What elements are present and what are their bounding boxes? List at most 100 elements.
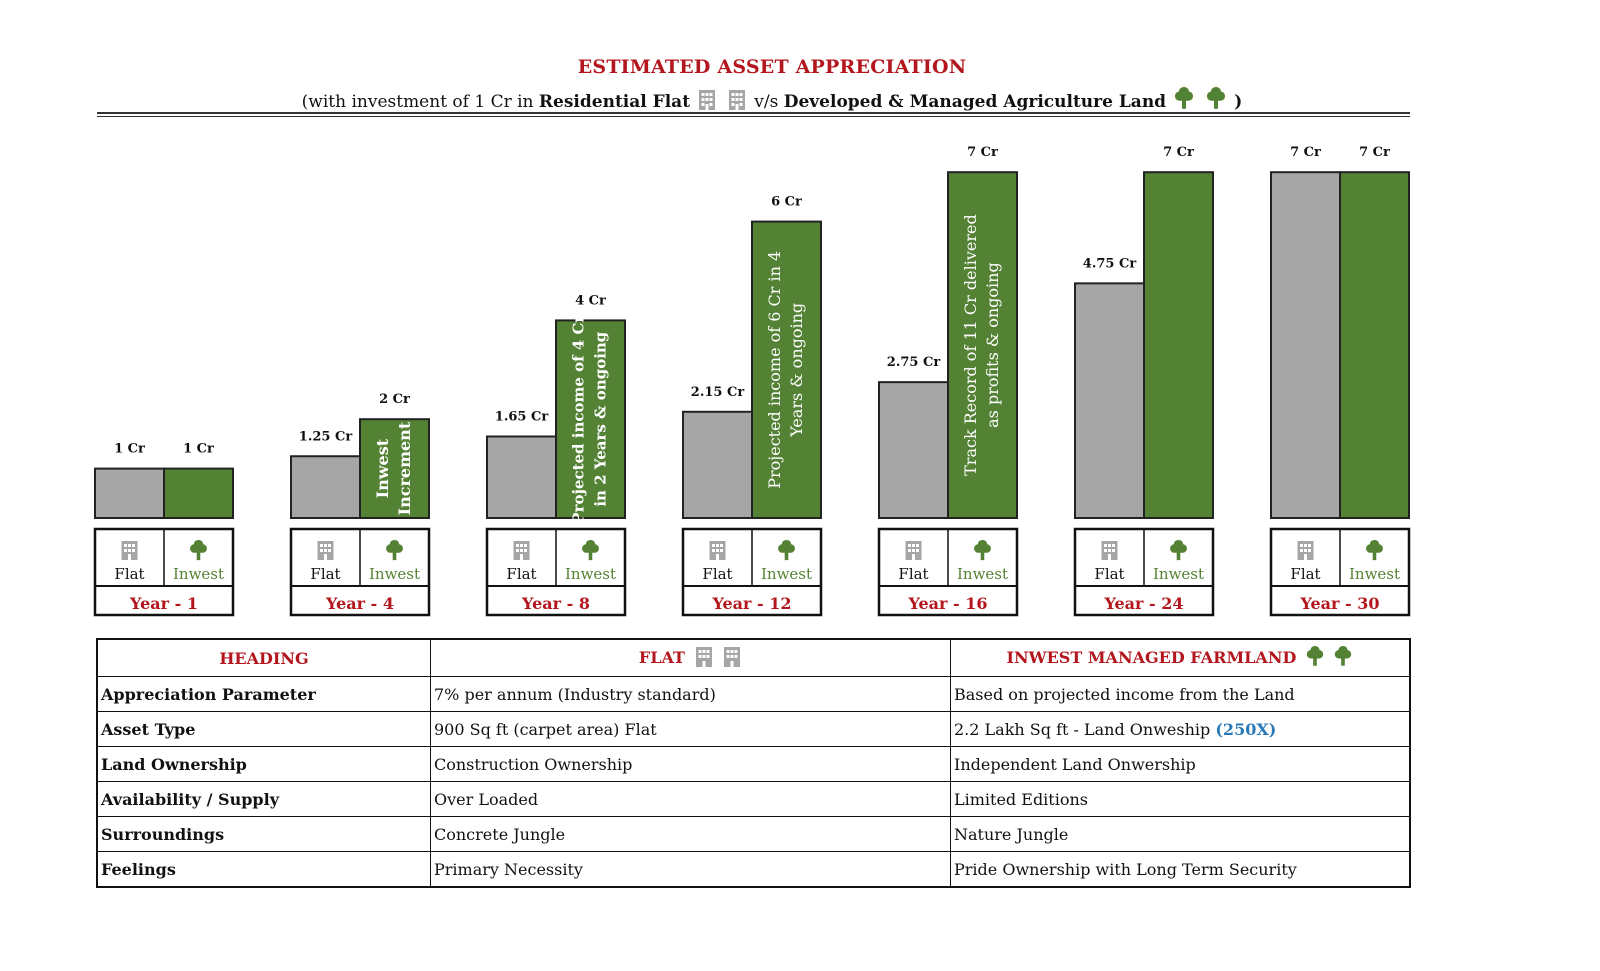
row-flat-value: 900 Sq ft (carpet area) Flat — [430, 711, 951, 747]
row-land-value: Based on projected income from the Land — [950, 676, 1411, 712]
legend-label-inwest: Inwest — [1349, 565, 1400, 583]
data-label-flat: 2.15 Cr — [691, 385, 745, 400]
data-label-flat: 4.75 Cr — [1083, 256, 1137, 271]
table-header-flat: FLAT — [430, 638, 951, 677]
title-rule-thin — [97, 116, 1410, 117]
bar-annotation: Projected income of 6 Cr in 4 — [765, 251, 784, 489]
bar-annotation: Increment — [395, 421, 414, 515]
row-land-value: Independent Land Onwership — [950, 746, 1411, 782]
legend-label-inwest: Inwest — [173, 565, 224, 583]
bar-annotation: Inwest — [373, 438, 392, 498]
table-row: Feelings Primary Necessity Pride Ownersh… — [96, 851, 1411, 888]
bar-annotation: Years & ongoing — [787, 303, 806, 438]
row-land-value: Nature Jungle — [950, 816, 1411, 852]
bar-annotation: Track Record of 11 Cr delivered — [961, 214, 980, 476]
bar-flat — [878, 381, 949, 519]
bar-inwest — [163, 467, 234, 520]
data-label-flat: 1 Cr — [114, 442, 145, 457]
data-label-inwest: 6 Cr — [771, 195, 802, 210]
building-icon — [694, 645, 714, 671]
bar-flat — [682, 410, 753, 520]
table-row: Surroundings Concrete Jungle Nature Jung… — [96, 816, 1411, 852]
legend-label-inwest: Inwest — [957, 565, 1008, 583]
data-label-flat: 1.25 Cr — [299, 429, 353, 444]
category-label: Year - 30 — [1299, 594, 1379, 613]
legend-label-flat: Flat — [1290, 565, 1320, 583]
tree-icon — [1170, 540, 1187, 561]
tree-icon — [582, 540, 599, 561]
tree-icon — [1366, 540, 1383, 561]
data-label-inwest: 2 Cr — [379, 392, 410, 407]
bar-flat — [1270, 171, 1341, 519]
building-icon — [727, 88, 747, 115]
bar-annotation: in 2 Years & ongoing — [592, 331, 610, 506]
bar-inwest — [1143, 171, 1214, 519]
category-label: Year - 8 — [521, 594, 590, 613]
tree-icon — [974, 540, 991, 561]
table-header-row: HEADING FLAT INWEST MANAGED FARMLAND — [96, 638, 1411, 677]
subtitle-land: Developed & Managed Agriculture Land — [783, 92, 1167, 112]
bar-annotation: Projected income of 4 Cr — [570, 314, 588, 524]
tree-icon — [386, 540, 403, 561]
row-flat-value: 7% per annum (Industry standard) — [430, 676, 951, 712]
tree-icon — [1205, 86, 1227, 115]
data-label-flat: 7 Cr — [1290, 145, 1321, 160]
data-label-inwest: 1 Cr — [183, 442, 214, 457]
legend-label-flat: Flat — [702, 565, 732, 583]
row-heading: Surroundings — [96, 816, 431, 852]
row-land-text: 2.2 Lakh Sq ft - Land Onweship — [954, 719, 1211, 739]
comparison-table: HEADING FLAT INWEST MANAGED FARMLAND App… — [96, 638, 1411, 888]
tree-icon — [778, 540, 795, 561]
legend-label-flat: Flat — [1094, 565, 1124, 583]
building-icon — [905, 541, 922, 560]
bar-inwest — [555, 319, 626, 519]
table-row: Land Ownership Construction Ownership In… — [96, 746, 1411, 782]
subtitle-vs: v/s — [754, 92, 779, 112]
bar-inwest — [359, 418, 430, 520]
legend-label-inwest: Inwest — [1153, 565, 1204, 583]
table-header-land: INWEST MANAGED FARMLAND — [950, 638, 1411, 677]
building-icon — [709, 541, 726, 560]
row-heading: Feelings — [96, 851, 431, 888]
subtitle-open: (with investment of 1 Cr in — [301, 92, 539, 112]
legend-label-flat: Flat — [898, 565, 928, 583]
table-row: Availability / Supply Over Loaded Limite… — [96, 781, 1411, 817]
row-land-highlight: (250X) — [1215, 719, 1277, 739]
row-flat-value: Primary Necessity — [430, 851, 951, 888]
bar-flat — [486, 435, 557, 519]
bar-flat — [94, 467, 165, 520]
legend-label-flat: Flat — [310, 565, 340, 583]
row-land-value: Limited Editions — [950, 781, 1411, 817]
appreciation-bar-chart: 1 Cr 1 Cr Flat Inwest Year - 1 1.25 Cr 2 Cr Inw… — [93, 145, 1411, 617]
table-row: Asset Type 900 Sq ft (carpet area) Flat … — [96, 711, 1411, 747]
legend-label-inwest: Inwest — [761, 565, 812, 583]
table-row: Appreciation Parameter 7% per annum (Ind… — [96, 676, 1411, 712]
row-flat-value: Over Loaded — [430, 781, 951, 817]
subtitle-flat: Residential Flat — [538, 92, 691, 112]
legend-label-flat: Flat — [114, 565, 144, 583]
data-label-inwest: 4 Cr — [575, 293, 606, 308]
row-heading: Land Ownership — [96, 746, 431, 782]
table-header-land-label: INWEST MANAGED FARMLAND — [1006, 648, 1297, 667]
bar-inwest — [1339, 171, 1410, 519]
building-icon — [722, 645, 742, 671]
legend-label-inwest: Inwest — [369, 565, 420, 583]
category-label: Year - 24 — [1103, 594, 1183, 613]
bar-inwest — [947, 171, 1018, 519]
bar-flat — [1074, 282, 1145, 519]
row-heading: Availability / Supply — [96, 781, 431, 817]
tree-icon — [1305, 645, 1325, 671]
subtitle-close: ) — [1234, 92, 1243, 112]
data-label-flat: 1.65 Cr — [495, 409, 549, 424]
building-icon — [121, 541, 138, 560]
building-icon — [1101, 541, 1118, 560]
category-label: Year - 12 — [711, 594, 791, 613]
data-label-inwest: 7 Cr — [1359, 145, 1390, 160]
bar-annotation: as profits & ongoing — [983, 262, 1002, 428]
legend-label-inwest: Inwest — [565, 565, 616, 583]
data-label-inwest: 7 Cr — [1163, 145, 1194, 160]
chart-subtitle: (with investment of 1 Cr in Residential … — [0, 86, 1544, 115]
row-land-value: Pride Ownership with Long Term Security — [950, 851, 1411, 888]
row-heading: Appreciation Parameter — [96, 676, 431, 712]
row-heading: Asset Type — [96, 711, 431, 747]
